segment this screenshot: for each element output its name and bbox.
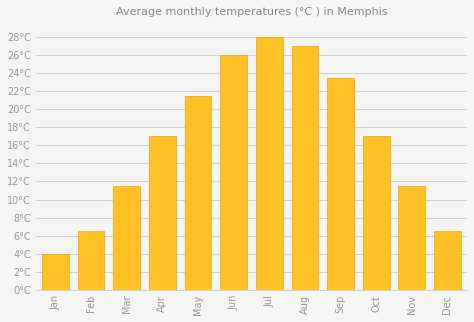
- Title: Average monthly temperatures (°C ) in Memphis: Average monthly temperatures (°C ) in Me…: [116, 7, 387, 17]
- Bar: [327, 78, 354, 290]
- Bar: [220, 55, 247, 290]
- Bar: [256, 37, 283, 290]
- Bar: [399, 186, 425, 290]
- Bar: [434, 231, 461, 290]
- Bar: [113, 186, 140, 290]
- Bar: [42, 254, 69, 290]
- Bar: [149, 136, 176, 290]
- Bar: [78, 231, 104, 290]
- Bar: [292, 46, 318, 290]
- Bar: [184, 96, 211, 290]
- Bar: [363, 136, 390, 290]
